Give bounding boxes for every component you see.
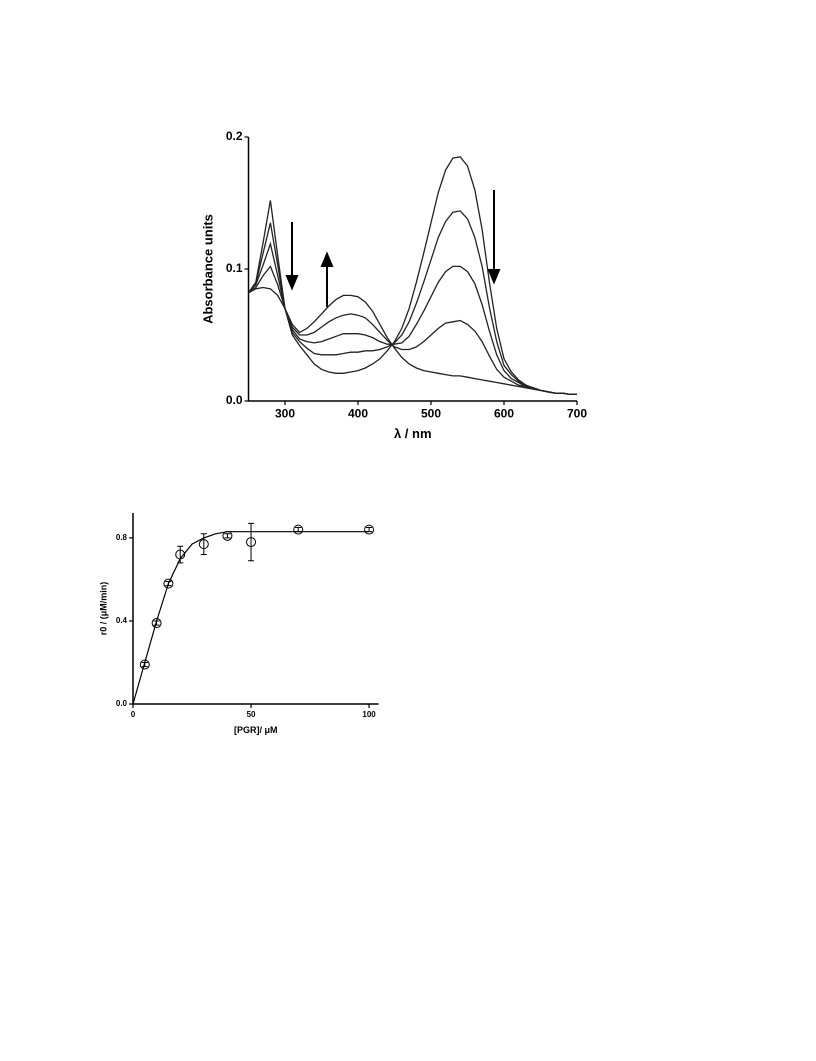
data-line	[247, 210, 577, 396]
x-axis-label: [PGR]/ μM	[234, 725, 278, 735]
data-point	[293, 524, 304, 535]
y-tick-label: 0.0	[116, 699, 128, 708]
data-point	[364, 524, 375, 535]
y-axis-label: r0 / (μM/min)	[99, 582, 109, 636]
error-bar	[366, 527, 373, 533]
data-line	[132, 531, 370, 705]
x-tick-label: 600	[494, 406, 514, 420]
y-tick-label: 0.1	[226, 261, 243, 275]
data-point	[151, 618, 162, 629]
data-point	[246, 537, 257, 548]
data-line	[248, 265, 577, 396]
arrow-head	[487, 269, 501, 285]
y-tick-label: 0.4	[116, 616, 128, 625]
x-tick-label: 50	[247, 710, 256, 719]
error-bar	[224, 533, 231, 539]
error-bar	[248, 522, 255, 562]
error-bar	[200, 533, 207, 556]
x-tick-label: 700	[567, 406, 587, 420]
arrow-head	[320, 251, 334, 267]
x-tick-label: 400	[348, 406, 368, 420]
x-tick-label: 300	[275, 406, 295, 420]
y-tick-label: 0.2	[226, 129, 243, 143]
data-line	[248, 241, 577, 396]
x-tick-label: 500	[421, 406, 441, 420]
arrow-head	[285, 275, 299, 291]
x-tick-label: 100	[362, 710, 376, 719]
y-tick-label: 0.0	[226, 393, 243, 407]
arrows	[285, 190, 501, 307]
y-tick-label: 0.8	[116, 533, 128, 542]
error-bar	[177, 545, 184, 564]
axes	[247, 137, 577, 402]
x-axis-label: λ / nm	[394, 426, 432, 441]
x-tick-label: 0	[131, 710, 136, 719]
error-bar	[295, 527, 302, 533]
y-axis-label: Absorbance units	[201, 214, 216, 324]
data-point	[163, 578, 174, 589]
data-point	[139, 659, 150, 670]
data-point	[198, 539, 209, 550]
data-line	[248, 286, 577, 396]
